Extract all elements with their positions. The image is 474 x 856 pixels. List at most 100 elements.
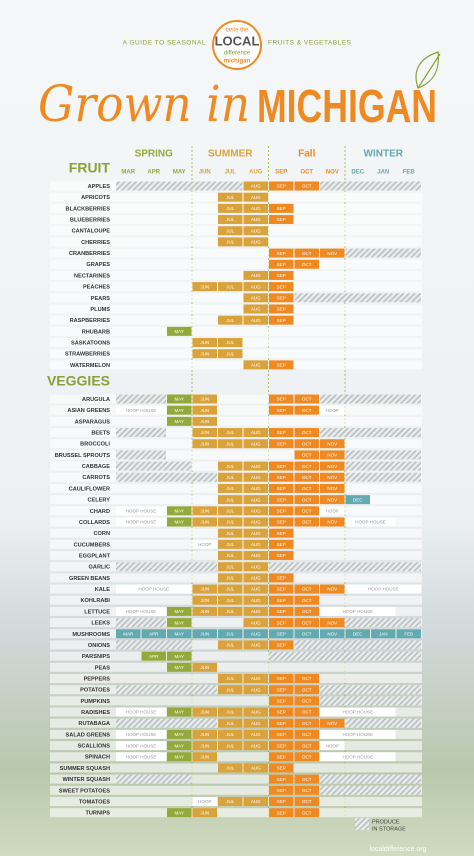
month-label: APR (147, 170, 160, 176)
in-season-cell (218, 606, 243, 616)
row-label: GRAPES (86, 262, 110, 268)
hoop-label: HOOP HOUSE (126, 520, 156, 525)
hoop-house-cell (116, 752, 166, 762)
cell-month: AUG (251, 520, 261, 525)
cell-month: SEP (277, 363, 286, 368)
cell-month: SEP (277, 643, 286, 648)
storage-cell (320, 428, 421, 438)
cell-month: JUN (200, 743, 209, 748)
cell-month: OCT (302, 598, 312, 603)
cell-month: JUN (200, 508, 209, 513)
cell-month: JUL (226, 195, 234, 200)
row-band (50, 293, 422, 303)
storage-cell (116, 640, 192, 650)
in-season-cell (243, 282, 268, 292)
cell-month: JUN (200, 732, 209, 737)
row-label: BROCCOLI (80, 442, 110, 448)
cell-month: AUG (251, 464, 261, 469)
cell-month: SEP (277, 587, 286, 592)
logo-main: LOCAL (215, 33, 260, 48)
in-season-cell (243, 495, 268, 505)
cell-month: SEP (277, 620, 286, 625)
cell-month: NOV (327, 721, 337, 726)
in-season-cell (243, 618, 268, 628)
storage-cell (320, 774, 421, 784)
row-label: CHARD (90, 509, 110, 515)
cell-month: OCT (302, 743, 312, 748)
cell-month: MAR (123, 631, 134, 636)
in-season-cell (243, 685, 268, 695)
section-title: VEGGIES (47, 373, 110, 389)
cell-month: AUG (251, 609, 261, 614)
row-band (50, 618, 422, 628)
hoop-house-cell (320, 506, 345, 516)
row-label: LETTUCE (84, 609, 110, 615)
in-season-cell (294, 606, 319, 616)
cell-month: AUG (251, 217, 261, 222)
cell-month: DEC (353, 631, 363, 636)
season-label: Fall (298, 149, 315, 160)
row-label: TURNIPS (85, 811, 110, 817)
cell-month: NOV (327, 520, 337, 525)
in-season-cell (192, 506, 217, 516)
hoop-house-cell (320, 405, 345, 415)
in-season-cell (269, 304, 294, 314)
hoop-label: HOOP HOUSE (126, 743, 156, 748)
cell-month: JUN (200, 520, 209, 525)
storage-cell (320, 181, 421, 191)
in-season-cell (243, 215, 268, 225)
cell-month: AUG (251, 553, 261, 558)
in-season-cell (192, 707, 217, 717)
in-season-cell (218, 674, 243, 683)
row-band (50, 651, 422, 661)
hoop-house-cell (320, 729, 396, 739)
row-label: SCALLIONS (78, 744, 111, 750)
row-label: RASPBERRIES (70, 318, 111, 324)
cell-month: MAY (175, 408, 184, 413)
in-season-cell (192, 439, 217, 449)
cell-month: JUL (226, 609, 234, 614)
in-season-cell (294, 181, 319, 191)
in-season-cell (218, 215, 243, 225)
in-season-cell (269, 215, 294, 225)
section-title: FRUIT (69, 160, 111, 176)
in-season-cell (192, 584, 217, 594)
in-season-cell (294, 774, 319, 784)
in-season-cell (269, 629, 294, 639)
in-season-cell (218, 483, 243, 493)
in-season-cell (243, 595, 268, 605)
in-season-cell (269, 606, 294, 616)
cell-month: AUG (251, 576, 261, 581)
in-season-cell (218, 495, 243, 505)
cell-month: JUN (200, 810, 209, 815)
in-season-cell (141, 651, 166, 661)
row-label: KOHLRABI (80, 598, 110, 604)
in-season-cell (269, 483, 294, 493)
storage-cell (294, 293, 421, 303)
cell-month: SEP (277, 699, 286, 704)
legend-storage: IN STORAGE (372, 826, 406, 832)
row-label: NECTARINES (74, 273, 110, 279)
cell-month: JUL (226, 710, 234, 715)
cell-month: SEP (277, 788, 286, 793)
in-season-cell (218, 562, 243, 572)
in-season-cell (269, 796, 294, 806)
in-season-cell (294, 595, 319, 605)
hoop-label: HOOP HOUSE (343, 754, 373, 759)
cell-month: AUG (251, 721, 261, 726)
in-season-cell (218, 539, 243, 549)
cell-month: SEP (277, 206, 286, 211)
in-season-cell (294, 405, 319, 415)
in-season-cell (269, 472, 294, 482)
in-season-cell (294, 729, 319, 739)
season-label: SUMMER (208, 149, 253, 160)
logo-top: taste the (225, 28, 249, 34)
in-season-cell (320, 629, 345, 639)
cell-month: JUN (200, 351, 209, 356)
cell-month: AUG (251, 307, 261, 312)
row-band (50, 394, 422, 404)
in-season-cell (167, 662, 192, 672)
in-season-cell (269, 528, 294, 538)
storage-cell (345, 718, 421, 728)
cell-month: JUL (226, 587, 234, 592)
